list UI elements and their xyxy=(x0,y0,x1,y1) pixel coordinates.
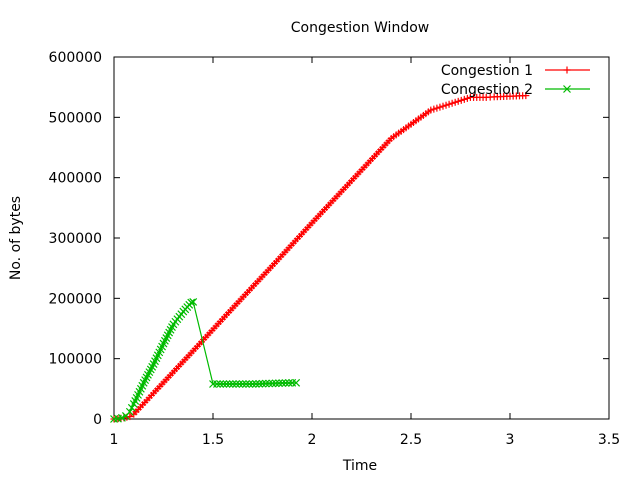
x-marker xyxy=(225,380,234,388)
x-marker xyxy=(255,379,264,388)
x-marker xyxy=(242,380,250,388)
x-tick-label: 3 xyxy=(506,432,515,448)
x-marker xyxy=(219,380,228,388)
legend-label: Congestion 1 xyxy=(441,63,533,79)
legend-label: Congestion 2 xyxy=(441,82,533,98)
chart-title: Congestion Window xyxy=(291,20,429,36)
x-marker xyxy=(268,379,277,388)
y-tick-label: 600000 xyxy=(49,50,102,66)
x-tick-label: 1.5 xyxy=(202,432,224,448)
x-marker xyxy=(235,380,244,388)
x-marker xyxy=(248,380,257,388)
x-marker xyxy=(232,380,241,388)
x-marker xyxy=(228,380,237,388)
series-2 xyxy=(110,298,301,423)
x-marker xyxy=(271,379,280,388)
x-tick-label: 1 xyxy=(110,432,119,448)
x-marker xyxy=(216,380,225,388)
legend: Congestion 1 Congestion 2 xyxy=(441,63,590,98)
x-marker xyxy=(278,379,287,388)
x-marker xyxy=(127,403,136,412)
y-tick-label: 200000 xyxy=(49,291,102,307)
x-marker xyxy=(251,379,260,388)
x-tick-label: 2.5 xyxy=(400,432,422,448)
x-marker xyxy=(189,298,198,306)
x-tick-label: 2 xyxy=(308,432,317,448)
x-marker xyxy=(117,413,126,422)
y-tick-label: 500000 xyxy=(49,110,102,126)
x-marker xyxy=(125,407,134,416)
y-tick-label: 300000 xyxy=(49,231,102,247)
x-marker xyxy=(284,378,293,387)
data-series xyxy=(110,92,530,423)
x-tick-label: 3.5 xyxy=(598,432,620,448)
x-marker xyxy=(245,380,254,388)
y-tick-label: 0 xyxy=(93,412,102,428)
x-marker xyxy=(261,379,270,388)
x-marker xyxy=(213,380,221,388)
y-tick-label: 100000 xyxy=(49,352,102,368)
x-marker xyxy=(563,85,571,93)
x-marker xyxy=(222,380,231,388)
x-axis-label: Time xyxy=(342,458,377,474)
x-marker xyxy=(292,378,301,387)
x-marker xyxy=(238,380,247,388)
x-marker xyxy=(265,379,274,388)
x-marker xyxy=(281,379,290,387)
x-marker xyxy=(187,298,196,307)
series-1 xyxy=(110,92,530,423)
y-axis-label: No. of bytes xyxy=(8,196,24,280)
x-marker xyxy=(258,379,267,388)
x-marker xyxy=(275,379,283,388)
y-tick-label: 400000 xyxy=(49,171,102,187)
